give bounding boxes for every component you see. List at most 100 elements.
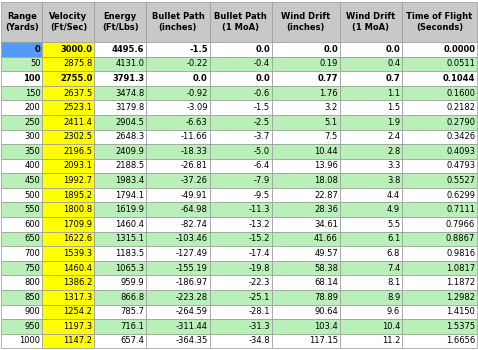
- Bar: [210, 275, 272, 290]
- Text: 0.7111: 0.7111: [446, 205, 475, 214]
- Bar: [146, 115, 210, 130]
- Bar: [272, 304, 340, 319]
- Text: 18.08: 18.08: [314, 176, 338, 185]
- Bar: [272, 261, 340, 275]
- Bar: [94, 261, 146, 275]
- Bar: [272, 57, 340, 71]
- Bar: [402, 232, 477, 246]
- Text: 0.4: 0.4: [387, 60, 400, 68]
- Bar: [402, 115, 477, 130]
- Bar: [1, 42, 43, 57]
- Text: 850: 850: [25, 293, 41, 302]
- Bar: [43, 115, 94, 130]
- Text: 900: 900: [25, 307, 41, 316]
- Text: Energy
(Ft/Lbs): Energy (Ft/Lbs): [102, 12, 139, 32]
- Bar: [1, 2, 43, 42]
- Text: 1183.5: 1183.5: [115, 249, 144, 258]
- Text: -364.35: -364.35: [175, 336, 208, 345]
- Text: -0.4: -0.4: [254, 60, 270, 68]
- Bar: [340, 2, 402, 42]
- Bar: [272, 202, 340, 217]
- Text: 2755.0: 2755.0: [60, 74, 92, 83]
- Bar: [210, 290, 272, 304]
- Bar: [43, 334, 94, 348]
- Bar: [402, 71, 477, 86]
- Text: 0.0: 0.0: [193, 74, 208, 83]
- Bar: [1, 159, 43, 173]
- Text: -82.74: -82.74: [181, 220, 208, 229]
- Bar: [402, 57, 477, 71]
- Bar: [272, 42, 340, 57]
- Text: 7.5: 7.5: [325, 132, 338, 141]
- Text: 22.87: 22.87: [314, 191, 338, 199]
- Bar: [272, 275, 340, 290]
- Text: -64.98: -64.98: [181, 205, 208, 214]
- Bar: [340, 232, 402, 246]
- Bar: [43, 304, 94, 319]
- Bar: [340, 100, 402, 115]
- Bar: [1, 304, 43, 319]
- Bar: [210, 115, 272, 130]
- Bar: [146, 261, 210, 275]
- Text: 1794.1: 1794.1: [115, 191, 144, 199]
- Text: 4495.6: 4495.6: [112, 45, 144, 54]
- Text: 866.8: 866.8: [120, 293, 144, 302]
- Bar: [340, 290, 402, 304]
- Text: Bullet Path
(1 MoA): Bullet Path (1 MoA): [214, 12, 267, 32]
- Text: 103.4: 103.4: [314, 322, 338, 331]
- Bar: [94, 42, 146, 57]
- Text: -1.5: -1.5: [254, 103, 270, 112]
- Text: Wind Drift
(1 MoA): Wind Drift (1 MoA): [347, 12, 396, 32]
- Text: 1254.2: 1254.2: [64, 307, 92, 316]
- Text: -7.9: -7.9: [254, 176, 270, 185]
- Text: 58.38: 58.38: [314, 264, 338, 273]
- Text: 1.2982: 1.2982: [446, 293, 475, 302]
- Bar: [146, 290, 210, 304]
- Bar: [146, 232, 210, 246]
- Bar: [340, 275, 402, 290]
- Text: 1709.9: 1709.9: [64, 220, 92, 229]
- Bar: [340, 246, 402, 261]
- Bar: [146, 71, 210, 86]
- Text: 3.3: 3.3: [387, 161, 400, 170]
- Text: 2.8: 2.8: [387, 147, 400, 156]
- Bar: [94, 217, 146, 232]
- Text: -15.2: -15.2: [249, 234, 270, 243]
- Bar: [94, 100, 146, 115]
- Bar: [340, 319, 402, 334]
- Bar: [1, 275, 43, 290]
- Text: 13.96: 13.96: [314, 161, 338, 170]
- Bar: [43, 275, 94, 290]
- Bar: [210, 188, 272, 202]
- Bar: [43, 2, 94, 42]
- Bar: [43, 217, 94, 232]
- Bar: [210, 232, 272, 246]
- Bar: [210, 304, 272, 319]
- Bar: [210, 57, 272, 71]
- Text: 1983.4: 1983.4: [115, 176, 144, 185]
- Text: 41.66: 41.66: [314, 234, 338, 243]
- Bar: [94, 159, 146, 173]
- Bar: [272, 86, 340, 100]
- Bar: [1, 246, 43, 261]
- Text: -127.49: -127.49: [176, 249, 208, 258]
- Text: 8.9: 8.9: [387, 293, 400, 302]
- Text: -49.91: -49.91: [181, 191, 208, 199]
- Text: 650: 650: [25, 234, 41, 243]
- Bar: [94, 57, 146, 71]
- Bar: [43, 246, 94, 261]
- Bar: [402, 100, 477, 115]
- Bar: [402, 334, 477, 348]
- Bar: [272, 100, 340, 115]
- Bar: [43, 188, 94, 202]
- Text: -155.19: -155.19: [176, 264, 208, 273]
- Text: 1.9: 1.9: [387, 118, 400, 127]
- Bar: [210, 2, 272, 42]
- Text: -311.44: -311.44: [176, 322, 208, 331]
- Text: 2409.9: 2409.9: [115, 147, 144, 156]
- Bar: [43, 71, 94, 86]
- Text: 0.4093: 0.4093: [446, 147, 475, 156]
- Text: 1895.2: 1895.2: [64, 191, 92, 199]
- Bar: [94, 130, 146, 144]
- Bar: [146, 42, 210, 57]
